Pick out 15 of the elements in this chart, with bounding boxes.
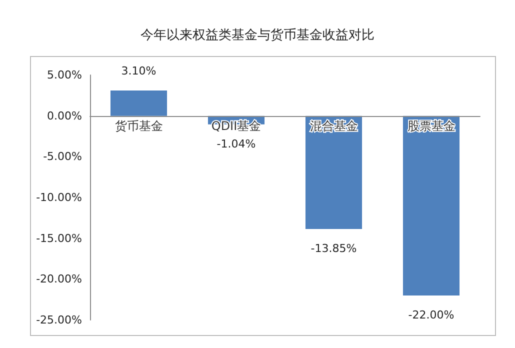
y-tick-label: -5.00% (43, 150, 82, 164)
x-tick-label: 股票基金 (407, 118, 456, 133)
y-tick-label: -25.00% (36, 314, 82, 326)
data-label: -1.04% (216, 137, 256, 150)
y-tick-label: -15.00% (36, 232, 82, 245)
data-label: 3.10% (121, 64, 156, 78)
chart-title: 今年以来权益类基金与货币基金收益对比 (140, 28, 374, 43)
data-label: -22.00% (408, 308, 454, 322)
x-tick-label: 货币基金 (114, 118, 163, 133)
y-tick-label: 0.00% (47, 109, 82, 122)
y-tick-label: 5.00% (47, 68, 82, 82)
y-tick-label: -10.00% (36, 191, 82, 204)
data-label: -13.85% (310, 242, 357, 255)
y-tick-label: -20.00% (36, 272, 82, 286)
x-tick-label: 混合基金 (310, 118, 358, 133)
